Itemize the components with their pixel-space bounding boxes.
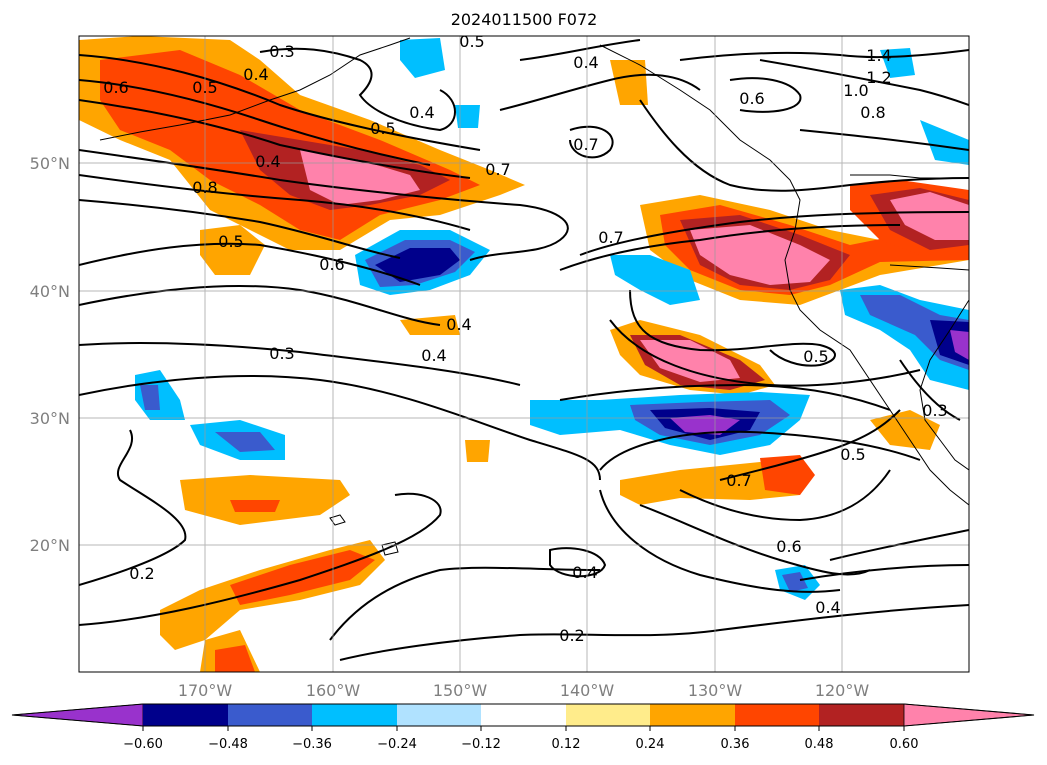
contour-label: 0.6 [103,78,128,97]
contour-label: 0.4 [255,152,280,171]
contour-label: 0.6 [776,537,801,556]
colorbar-swatch [397,704,481,726]
contour-label: 0.4 [573,53,598,72]
contour-label: 0.2 [129,564,154,583]
lat-label-30n: 30°N [30,409,70,428]
contour-label: 0.7 [573,135,598,154]
contour-label: 0.8 [860,103,885,122]
colorbar-extend-high [903,703,1035,727]
colorbar-tick-label: −0.48 [208,737,248,752]
contour-label: 0.5 [803,347,828,366]
lon-label-140w: 140°W [560,681,615,700]
contour-label: 0.4 [572,563,597,582]
lon-label-130w: 130°W [688,681,743,700]
contour-label-group: 0.3 0.5 0.4 0.6 0.5 0.4 0.5 0.4 0.6 0.7 … [103,32,947,645]
map-area: 0.3 0.5 0.4 0.6 0.5 0.4 0.5 0.4 0.6 0.7 … [79,32,969,672]
colorbar-tick-label: 0.48 [805,737,834,752]
colorbar-swatch [312,704,397,726]
colorbar-tick-label: 0.24 [636,737,665,752]
colorbar-tick-label: −0.12 [461,737,501,752]
contour-label: 0.3 [922,401,947,420]
contour-label: 0.8 [192,178,217,197]
contour-label: 1.4 [866,46,891,65]
colorbar-swatch [143,704,228,726]
map-title: 2024011500 F072 [451,10,598,29]
colorbar-swatch [228,704,312,726]
colorbar-tick-label: −0.60 [123,737,163,752]
colorbar-swatch [735,704,819,726]
colorbar-tick-label: 0.60 [890,737,919,752]
contour-lines [79,39,969,661]
lon-label-160w: 160°W [306,681,361,700]
contour-label: 0.3 [269,344,294,363]
contour-label: 0.4 [421,346,446,365]
colorbar-swatch [819,704,904,726]
lon-label-170w: 170°W [178,681,233,700]
shading-positive-northeast [640,180,969,305]
contour-label: 1.2 [866,68,891,87]
contour-label: 0.7 [485,160,510,179]
contour-label: 0.6 [739,89,764,108]
colorbar-swatch [481,704,566,726]
longitude-labels: 170°W 160°W 150°W 140°W 130°W 120°W [178,681,870,700]
lat-label-40n: 40°N [30,282,70,301]
colorbar-tick-label: 0.36 [721,737,750,752]
contour-label: 0.4 [446,315,471,334]
contour-label: 0.4 [409,103,434,122]
lon-label-120w: 120°W [815,681,870,700]
contour-label: 0.5 [370,119,395,138]
contour-label: 0.6 [319,255,344,274]
lon-label-150w: 150°W [433,681,488,700]
contour-label: 0.7 [726,471,751,490]
colorbar: −0.60 −0.48 −0.36 −0.24 −0.12 0.12 0.24 0.36 0.4… [11,703,1035,752]
contour-label: 0.5 [459,32,484,51]
map-frame [78,35,970,673]
contour-label: 0.5 [192,78,217,97]
contour-label: 0.2 [559,626,584,645]
lat-label-20n: 20°N [30,536,70,555]
colorbar-tick-label: 0.12 [552,737,581,752]
colorbar-tick-label: −0.36 [292,737,332,752]
contour-label: 0.3 [269,42,294,61]
shading-positive-south [160,475,385,672]
colorbar-tick-label: −0.24 [377,737,417,752]
colorbar-swatch [650,704,735,726]
contour-label: 0.7 [598,228,623,247]
lat-label-50n: 50°N [30,154,70,173]
contour-label: 0.5 [840,445,865,464]
contour-label: 1.0 [843,81,868,100]
latitude-labels: 50°N 40°N 30°N 20°N [30,154,70,555]
graticule [79,36,969,672]
contour-label: 0.5 [218,232,243,251]
colorbar-extend-low [11,703,144,727]
contour-label: 0.4 [243,65,268,84]
contour-label: 0.4 [815,598,840,617]
colorbar-swatch [566,704,650,726]
